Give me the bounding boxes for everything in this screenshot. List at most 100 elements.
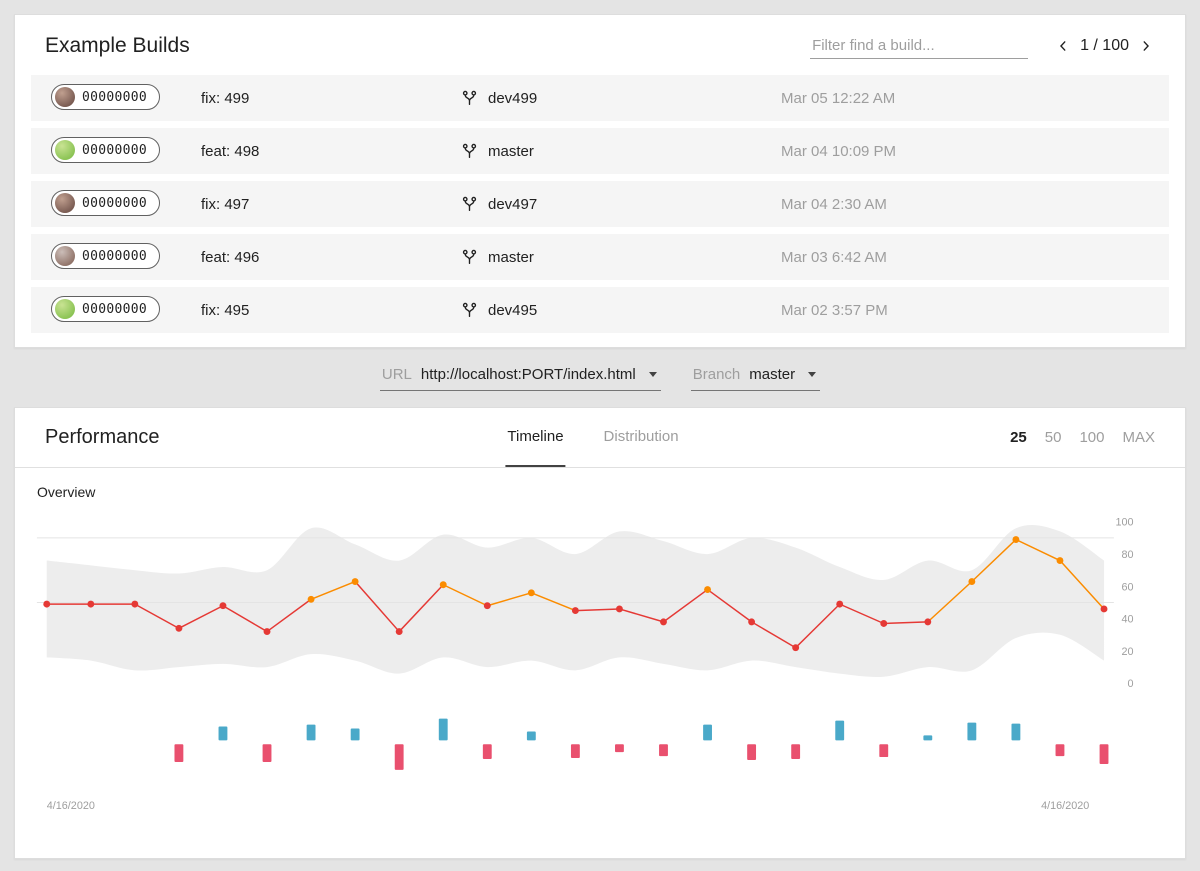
avatar <box>55 193 75 213</box>
data-point[interactable] <box>571 607 579 615</box>
line-segment <box>442 584 488 607</box>
git-branch-icon <box>462 143 477 158</box>
data-point[interactable] <box>792 644 800 652</box>
delta-bar-negative[interactable] <box>659 744 668 757</box>
build-date: Mar 02 3:57 PM <box>781 301 888 319</box>
data-point[interactable] <box>263 628 271 636</box>
data-point[interactable] <box>1056 557 1064 564</box>
delta-bar-negative[interactable] <box>174 744 184 762</box>
data-point[interactable] <box>439 581 447 589</box>
commit-pill[interactable]: 00000000 <box>51 243 161 269</box>
build-row[interactable]: 00000000 fix: 497 dev497 Mar 04 2:30 AM <box>31 181 1169 227</box>
tab-timeline[interactable]: Timeline <box>505 408 566 467</box>
data-point[interactable] <box>175 624 183 632</box>
y-axis-label-60: 60 <box>1122 581 1134 593</box>
delta-bar-positive[interactable] <box>218 726 228 741</box>
data-point[interactable] <box>307 595 315 603</box>
data-point[interactable] <box>660 618 667 626</box>
line-segment <box>398 584 444 633</box>
line-segment <box>310 580 356 600</box>
build-name: fix: 499 <box>201 89 250 107</box>
data-point[interactable] <box>87 600 95 608</box>
delta-bar-positive[interactable] <box>306 724 316 741</box>
commit-pill[interactable]: 00000000 <box>51 296 161 322</box>
data-point[interactable] <box>351 578 359 585</box>
commit-pill[interactable]: 00000000 <box>51 84 161 110</box>
url-select-label: URL <box>381 366 412 383</box>
y-axis-label-80: 80 <box>1122 549 1134 561</box>
delta-bar-positive[interactable] <box>967 722 977 741</box>
delta-bar-negative[interactable] <box>747 744 757 761</box>
build-name: fix: 495 <box>201 301 250 319</box>
data-point[interactable] <box>43 600 51 608</box>
prev-page-button[interactable] <box>1054 37 1072 55</box>
delta-bar-positive[interactable] <box>526 731 536 741</box>
limit-50[interactable]: 50 <box>1044 429 1062 446</box>
y-axis-label-0: 0 <box>1128 678 1134 690</box>
data-point[interactable] <box>131 600 139 608</box>
build-row[interactable]: 00000000 fix: 495 dev495 Mar 02 3:57 PM <box>31 287 1169 333</box>
commit-cell: 00000000 <box>51 190 201 218</box>
data-point[interactable] <box>704 586 711 594</box>
line-segment <box>266 598 312 633</box>
filter-input[interactable] <box>810 33 1029 59</box>
delta-bar-positive[interactable] <box>703 724 712 741</box>
data-point[interactable] <box>968 578 976 585</box>
data-point[interactable] <box>395 628 403 636</box>
line-segment <box>1059 560 1105 610</box>
data-point[interactable] <box>1100 605 1108 613</box>
line-segment <box>134 603 180 629</box>
commit-cell: 00000000 <box>51 137 201 165</box>
data-point[interactable] <box>748 618 756 626</box>
limit-max[interactable]: MAX <box>1122 429 1155 446</box>
limit-100[interactable]: 100 <box>1079 429 1105 446</box>
branch-select[interactable]: Branch master <box>690 362 821 391</box>
delta-bar-positive[interactable] <box>835 720 845 741</box>
branch-name: master <box>488 248 534 266</box>
data-point[interactable] <box>1012 536 1020 543</box>
performance-chart[interactable]: 0 20 40 60 80 100 4/16/2020 4/16/2020 <box>31 508 1169 815</box>
delta-bar-negative[interactable] <box>791 744 801 760</box>
data-point[interactable] <box>880 620 888 627</box>
line-segment <box>839 603 885 625</box>
branch-select-label: Branch <box>692 366 741 383</box>
branch-name: dev499 <box>488 89 538 107</box>
data-point[interactable] <box>219 602 227 610</box>
commit-pill[interactable]: 00000000 <box>51 137 161 163</box>
url-select[interactable]: URL http://localhost:PORT/index.html <box>379 362 661 391</box>
data-point[interactable] <box>483 602 491 610</box>
build-row[interactable]: 00000000 feat: 496 master Mar 03 6:42 AM <box>31 234 1169 280</box>
delta-bar-positive[interactable] <box>350 728 360 741</box>
build-date: Mar 05 12:22 AM <box>781 89 896 107</box>
commit-pill[interactable]: 00000000 <box>51 190 161 216</box>
build-row[interactable]: 00000000 feat: 498 master Mar 04 10:09 P… <box>31 128 1169 174</box>
data-point[interactable] <box>836 600 844 608</box>
delta-bar-positive[interactable] <box>438 718 448 741</box>
data-point[interactable] <box>527 589 535 597</box>
limit-options: 25 50 100 MAX <box>1010 429 1155 446</box>
data-point[interactable] <box>924 618 932 626</box>
chevron-left-icon <box>1060 41 1066 51</box>
branch-cell: master <box>461 143 781 160</box>
limit-25[interactable]: 25 <box>1010 429 1027 446</box>
y-axis-label-100: 100 <box>1116 517 1134 529</box>
range-band <box>46 525 1105 677</box>
commit-cell: 00000000 <box>51 296 201 324</box>
delta-bar-negative[interactable] <box>482 744 492 760</box>
next-page-button[interactable] <box>1137 37 1155 55</box>
tab-distribution[interactable]: Distribution <box>602 408 681 467</box>
build-row[interactable]: 00000000 fix: 499 dev499 Mar 05 12:22 AM <box>31 75 1169 121</box>
delta-bar-positive[interactable] <box>923 735 933 741</box>
build-name: feat: 498 <box>201 142 260 160</box>
delta-bar-negative[interactable] <box>394 744 404 770</box>
delta-bar-negative[interactable] <box>879 744 889 758</box>
avatar <box>55 299 75 319</box>
delta-bar-negative[interactable] <box>570 744 580 759</box>
data-point[interactable] <box>615 605 623 613</box>
delta-bar-negative[interactable] <box>1099 744 1109 764</box>
delta-bar-negative[interactable] <box>615 744 624 753</box>
page-indicator: 1 / 100 <box>1080 37 1129 54</box>
delta-bar-negative[interactable] <box>262 744 272 762</box>
delta-bar-positive[interactable] <box>1011 723 1021 741</box>
delta-bar-negative[interactable] <box>1055 744 1065 757</box>
